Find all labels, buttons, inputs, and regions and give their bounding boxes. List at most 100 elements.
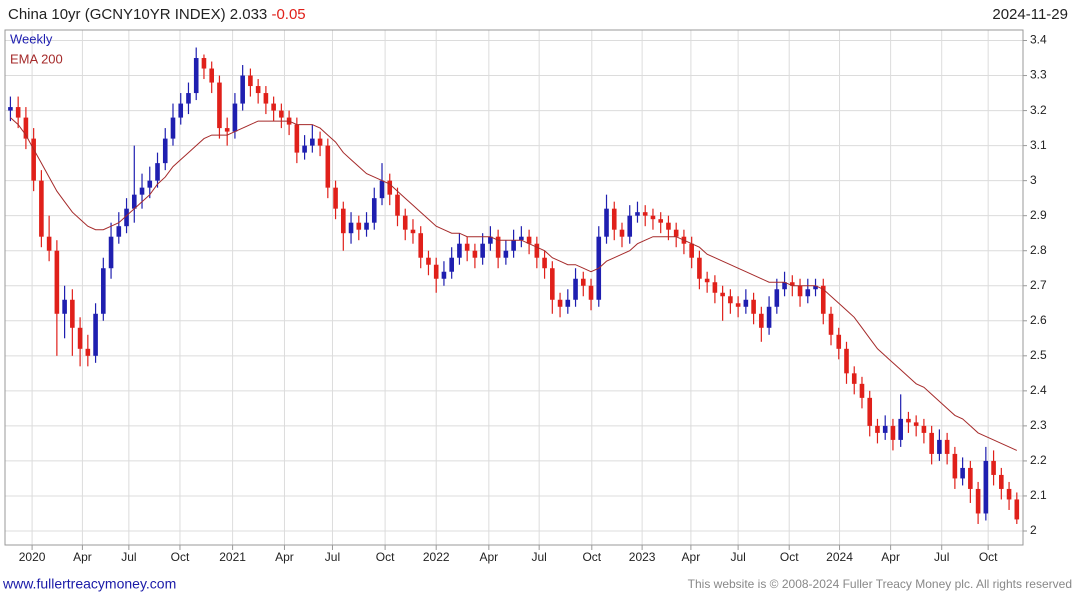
candle-body	[867, 397, 873, 426]
candle-body	[565, 299, 571, 307]
candle-body	[975, 488, 981, 514]
candle-body	[124, 208, 129, 227]
candle-body	[929, 432, 934, 454]
candle-body	[735, 303, 741, 307]
x-tick-label: Apr	[73, 550, 92, 564]
candle-body	[364, 222, 369, 230]
y-tick-label: 2.7	[1030, 278, 1047, 292]
candle-body	[379, 180, 385, 199]
candle-body	[209, 68, 214, 83]
candle-body	[263, 93, 269, 104]
plot-area	[5, 30, 1023, 545]
candle-body	[604, 208, 609, 237]
candle-body	[689, 243, 694, 258]
candle-body	[31, 138, 36, 181]
candle-body	[131, 194, 137, 209]
candle-body	[62, 299, 67, 314]
candle-body	[550, 268, 555, 300]
candle-body	[991, 460, 996, 475]
candle-body	[371, 198, 377, 223]
candle-body	[325, 145, 331, 188]
candle-body	[968, 467, 973, 489]
candle-body	[851, 373, 857, 384]
candle-body	[201, 58, 207, 69]
candle-body	[240, 75, 245, 104]
candle-body	[906, 418, 911, 423]
candle-body	[402, 215, 408, 230]
candle-body	[952, 453, 958, 479]
candle-body	[248, 75, 253, 87]
candle-body	[820, 285, 826, 314]
footer-copyright: This website is © 2008-2024 Fuller Treac…	[688, 577, 1072, 591]
x-tick-label: 2023	[629, 550, 656, 564]
candle-body	[782, 282, 787, 290]
x-tick-label: Apr	[682, 550, 701, 564]
candle-body	[224, 128, 230, 132]
candle-body	[534, 243, 540, 258]
candle-body	[627, 215, 633, 237]
x-tick-label: Apr	[881, 550, 900, 564]
y-tick-label: 2.4	[1030, 383, 1047, 397]
x-tick-label: Oct	[376, 550, 395, 564]
candle-body	[526, 236, 532, 244]
candle-body	[77, 327, 83, 349]
candle-body	[8, 107, 13, 111]
footer-site[interactable]: www.fullertreacymoney.com	[2, 576, 176, 592]
candle-body	[728, 296, 733, 304]
x-tick-label: Apr	[479, 550, 498, 564]
candle-body	[836, 334, 842, 349]
candle-body	[433, 264, 439, 279]
last-change: -0.05	[271, 6, 305, 23]
candle-body	[503, 250, 509, 258]
y-tick-label: 2.9	[1030, 208, 1047, 222]
candle-body	[542, 257, 547, 269]
candle-body	[658, 219, 664, 223]
candle-body	[960, 467, 965, 479]
candle-body	[495, 236, 501, 258]
candle-body	[70, 299, 75, 328]
candle-body	[805, 289, 811, 297]
candle-body	[108, 236, 114, 269]
x-tick-label: Jul	[934, 550, 949, 564]
candle-body	[356, 222, 362, 230]
candle-body	[913, 422, 919, 426]
candle-body	[666, 222, 671, 230]
candle-body	[898, 418, 903, 440]
y-tick-label: 3.3	[1030, 68, 1047, 82]
title-text: China 10yr (GCNY10YR INDEX) 2.033	[8, 6, 267, 23]
candle-body	[519, 236, 524, 241]
candle-body	[426, 257, 431, 265]
candle-body	[697, 257, 702, 279]
candle-body	[39, 180, 44, 237]
candle-body	[101, 268, 106, 314]
candle-body	[23, 117, 29, 139]
candle-body	[232, 103, 238, 132]
candle-body	[1006, 488, 1012, 500]
candle-body	[790, 282, 795, 286]
candle-body	[139, 187, 145, 195]
candle-body	[186, 93, 191, 104]
y-tick-label: 2.2	[1030, 453, 1047, 467]
candle-body	[93, 313, 98, 356]
x-tick-label: Jul	[730, 550, 745, 564]
candle-body	[573, 278, 578, 300]
candle-body	[759, 313, 764, 328]
candle-body	[255, 86, 261, 94]
candle-body	[650, 215, 656, 220]
candle-body	[310, 138, 315, 146]
candle-body	[410, 229, 416, 234]
candle-body	[116, 226, 122, 237]
candle-body	[944, 439, 950, 454]
candle-body	[457, 243, 462, 258]
candle-body	[162, 138, 168, 164]
candle-body	[642, 212, 648, 216]
y-tick-label: 2.6	[1030, 313, 1047, 327]
candle-body	[193, 58, 199, 94]
candle-body	[472, 250, 478, 258]
x-tick-label: Oct	[582, 550, 601, 564]
candle-body	[937, 439, 942, 454]
candle-body	[387, 180, 393, 195]
y-tick-label: 3.4	[1030, 33, 1047, 47]
